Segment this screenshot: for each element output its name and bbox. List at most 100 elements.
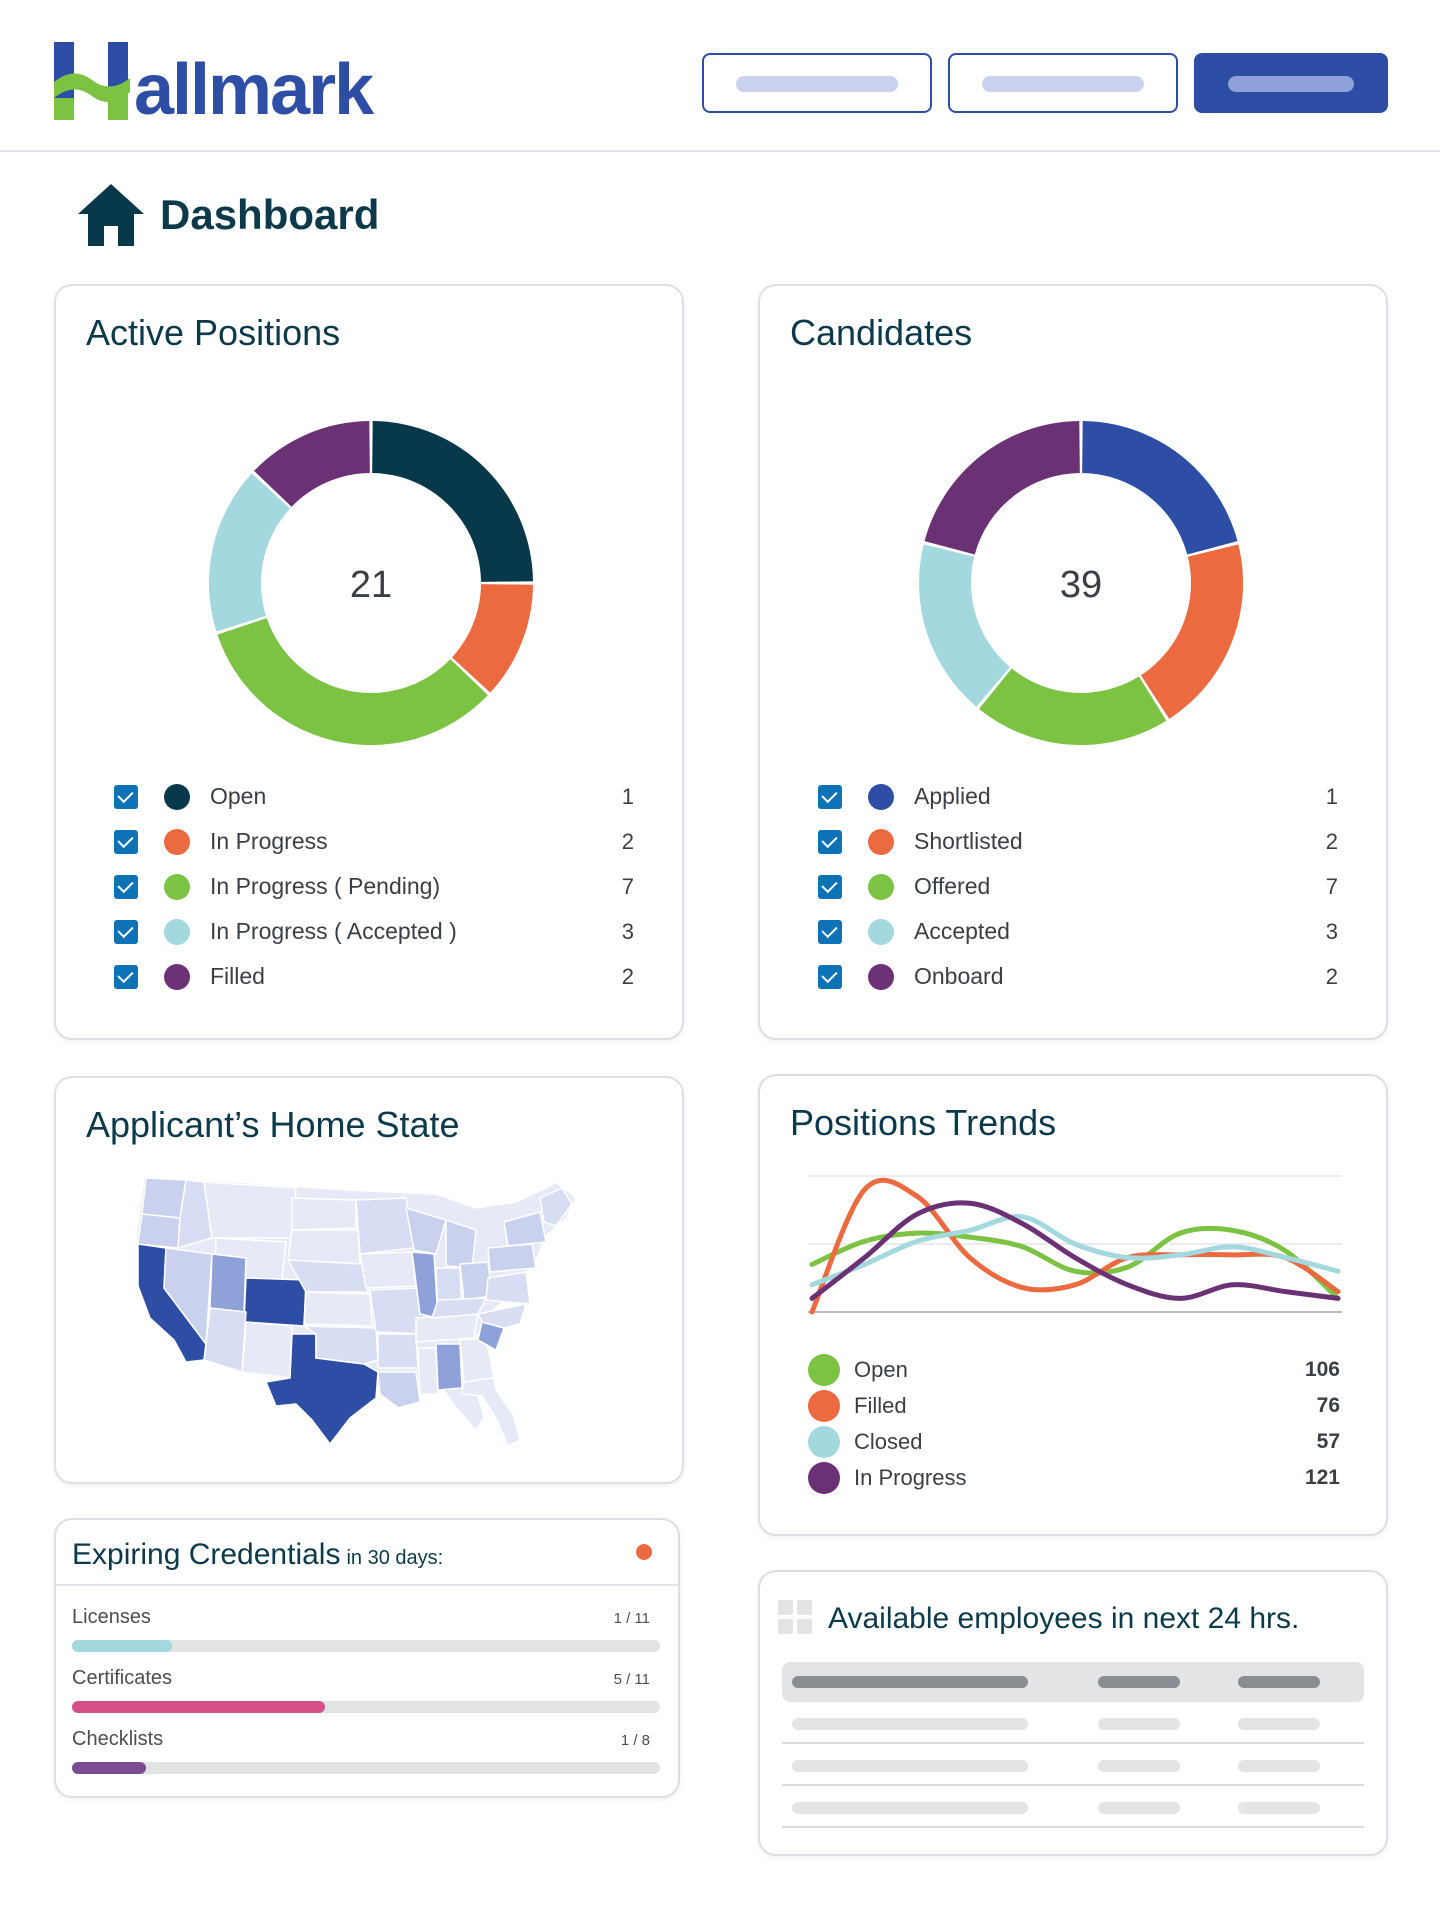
- credentials-header: Expiring Credentials in 30 days:: [56, 1520, 678, 1586]
- state-nebraska[interactable]: [286, 1259, 369, 1293]
- legend-item[interactable]: Shortlisted 2: [818, 819, 1338, 864]
- state-pennsylvania[interactable]: [487, 1243, 537, 1273]
- donut-slice-in-progress[interactable]: [451, 584, 533, 693]
- credential-label: Certificates: [72, 1667, 173, 1689]
- legend-label: In Progress ( Accepted ): [210, 918, 457, 944]
- state-montana[interactable]: [203, 1181, 297, 1239]
- legend-item[interactable]: In Progress 2: [114, 819, 634, 864]
- state-wisconsin[interactable]: [405, 1206, 447, 1255]
- donut-slice-in-progress-accepted[interactable]: [209, 473, 291, 632]
- legend-label: In Progress ( Pending): [210, 873, 441, 899]
- legend-item[interactable]: Offered 7: [818, 864, 1338, 909]
- home-icon[interactable]: [76, 180, 146, 250]
- checkbox[interactable]: [114, 919, 138, 944]
- legend-item[interactable]: In Progress ( Pending) 7: [114, 864, 634, 909]
- state-kansas[interactable]: [303, 1291, 373, 1327]
- us-map[interactable]: [116, 1168, 636, 1468]
- table-row[interactable]: [782, 1788, 1364, 1828]
- state-arkansas[interactable]: [377, 1333, 419, 1369]
- trend-legend-item[interactable]: Filled 76: [808, 1388, 1340, 1424]
- legend-item[interactable]: In Progress ( Accepted ) 3: [114, 909, 634, 954]
- state-idaho[interactable]: [177, 1179, 213, 1250]
- header-primary-button[interactable]: [1194, 53, 1388, 113]
- legend-label: Filled: [854, 1393, 907, 1418]
- checkbox[interactable]: [114, 874, 138, 899]
- legend-value: 3: [621, 918, 634, 944]
- trend-line-in-progress[interactable]: [809, 1200, 1341, 1301]
- state-colorado[interactable]: [243, 1277, 307, 1327]
- checkbox[interactable]: [114, 784, 138, 809]
- state-south-dakota[interactable]: [287, 1229, 361, 1265]
- trend-line-open[interactable]: [809, 1225, 1341, 1301]
- credential-label: Licenses: [72, 1606, 151, 1628]
- donut-slice-shortlisted[interactable]: [1140, 544, 1243, 719]
- legend-item[interactable]: Applied 1: [818, 774, 1338, 819]
- table-row[interactable]: [782, 1746, 1364, 1786]
- credential-row[interactable]: Checklists 1 / 8: [72, 1728, 660, 1782]
- checkbox[interactable]: [114, 829, 138, 854]
- legend-item[interactable]: Filled 2: [114, 954, 634, 999]
- checkbox[interactable]: [818, 874, 842, 899]
- state-louisiana[interactable]: [377, 1371, 421, 1409]
- checkbox[interactable]: [818, 784, 842, 809]
- trend-legend-item[interactable]: In Progress 121: [808, 1460, 1340, 1496]
- donut-slice-in-progress-pending[interactable]: [217, 618, 488, 745]
- donut-slice-open[interactable]: [372, 421, 533, 582]
- donut-slice-offered[interactable]: [979, 668, 1167, 745]
- state-arizona[interactable]: [203, 1307, 247, 1374]
- button-placeholder: [1228, 76, 1354, 92]
- legend-value: 2: [1325, 963, 1338, 989]
- legend-dot-icon: [808, 1354, 840, 1386]
- hallmark-logo[interactable]: allmark: [52, 40, 392, 126]
- header-button-2[interactable]: [948, 53, 1178, 113]
- checkbox[interactable]: [818, 964, 842, 989]
- credentials-title: Expiring Credentials in 30 days:: [72, 1538, 443, 1572]
- state-new-mexico[interactable]: [241, 1321, 293, 1379]
- donut-slice-applied[interactable]: [1082, 421, 1238, 555]
- state-north-dakota[interactable]: [291, 1197, 357, 1231]
- available-employees-title: Available employees in next 24 hrs.: [828, 1602, 1300, 1635]
- donut-slice-onboard[interactable]: [924, 421, 1080, 555]
- state-iowa[interactable]: [359, 1251, 417, 1289]
- legend-value: 2: [621, 963, 634, 989]
- legend-value: 7: [621, 873, 634, 899]
- cell-placeholder: [1098, 1760, 1180, 1772]
- trend-legend-item[interactable]: Closed 57: [808, 1424, 1340, 1460]
- header-button-1[interactable]: [702, 53, 932, 113]
- state-mississippi[interactable]: [417, 1347, 439, 1395]
- state-minnesota[interactable]: [355, 1197, 415, 1255]
- trend-line-closed[interactable]: [809, 1214, 1341, 1288]
- donut-slice-filled[interactable]: [254, 421, 370, 507]
- state-new-england[interactable]: [539, 1187, 573, 1227]
- checkbox[interactable]: [818, 829, 842, 854]
- credential-row[interactable]: Licenses 1 / 11: [72, 1606, 660, 1660]
- cell-placeholder: [1098, 1718, 1180, 1730]
- table-row[interactable]: [782, 1704, 1364, 1744]
- legend-dot-icon: [808, 1390, 840, 1422]
- legend-value: 7: [1325, 873, 1338, 899]
- donut-slice-accepted[interactable]: [919, 544, 1010, 707]
- credential-row[interactable]: Certificates 5 / 11: [72, 1667, 660, 1721]
- legend-item[interactable]: Onboard 2: [818, 954, 1338, 999]
- state-utah[interactable]: [209, 1253, 247, 1313]
- home-state-card: Applicant’s Home State: [54, 1076, 684, 1484]
- state-oregon[interactable]: [137, 1213, 181, 1249]
- candidates-card: Candidates 39 Applied 1 Shortlisted 2 Offere…: [758, 284, 1388, 1040]
- state-new-york[interactable]: [503, 1211, 547, 1247]
- state-florida[interactable]: [461, 1377, 521, 1448]
- trend-line-filled[interactable]: [809, 1177, 1341, 1315]
- trend-legend-item[interactable]: Open 106: [808, 1352, 1340, 1388]
- state-alabama[interactable]: [435, 1343, 463, 1391]
- card-title: Applicant’s Home State: [86, 1104, 460, 1145]
- page-title: Dashboard: [76, 180, 379, 250]
- state-washington[interactable]: [141, 1177, 187, 1219]
- cell-placeholder: [792, 1718, 1028, 1730]
- legend-item[interactable]: Accepted 3: [818, 909, 1338, 954]
- state-virginia[interactable]: [485, 1271, 531, 1305]
- legend-label: Applied: [914, 783, 991, 809]
- checkbox[interactable]: [818, 919, 842, 944]
- state-tennessee[interactable]: [415, 1313, 479, 1343]
- state-north-carolina[interactable]: [476, 1303, 528, 1329]
- checkbox[interactable]: [114, 964, 138, 989]
- legend-item[interactable]: Open 1: [114, 774, 634, 819]
